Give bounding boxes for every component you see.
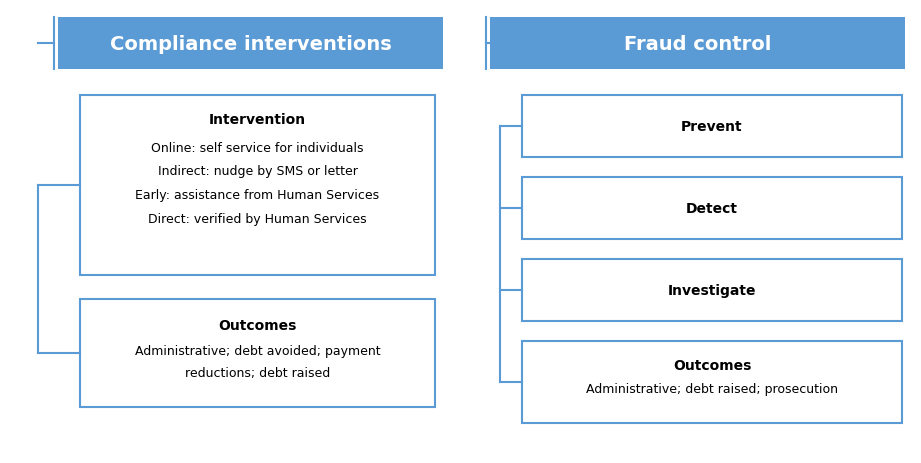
Text: reductions; debt raised: reductions; debt raised [185,367,330,380]
FancyBboxPatch shape [80,300,435,407]
Text: Compliance interventions: Compliance interventions [110,34,391,53]
FancyBboxPatch shape [522,341,902,423]
FancyBboxPatch shape [522,259,902,321]
FancyBboxPatch shape [58,18,443,70]
FancyBboxPatch shape [522,96,902,158]
FancyBboxPatch shape [80,96,435,275]
FancyBboxPatch shape [490,18,905,70]
Text: Online: self service for individuals: Online: self service for individuals [151,141,364,154]
Text: Intervention: Intervention [209,113,306,127]
Text: Outcomes: Outcomes [218,319,297,332]
Text: Detect: Detect [686,201,738,216]
FancyBboxPatch shape [522,178,902,239]
Text: Administrative; debt avoided; payment: Administrative; debt avoided; payment [134,345,380,358]
Text: Early: assistance from Human Services: Early: assistance from Human Services [135,189,379,202]
Text: Indirect: nudge by SMS or letter: Indirect: nudge by SMS or letter [157,165,357,178]
Text: Outcomes: Outcomes [673,358,752,372]
Text: Fraud control: Fraud control [624,34,771,53]
Text: Administrative; debt raised; prosecution: Administrative; debt raised; prosecution [586,383,838,396]
Text: Direct: verified by Human Services: Direct: verified by Human Services [148,213,367,226]
Text: Investigate: Investigate [668,283,756,297]
Text: Prevent: Prevent [682,120,743,134]
